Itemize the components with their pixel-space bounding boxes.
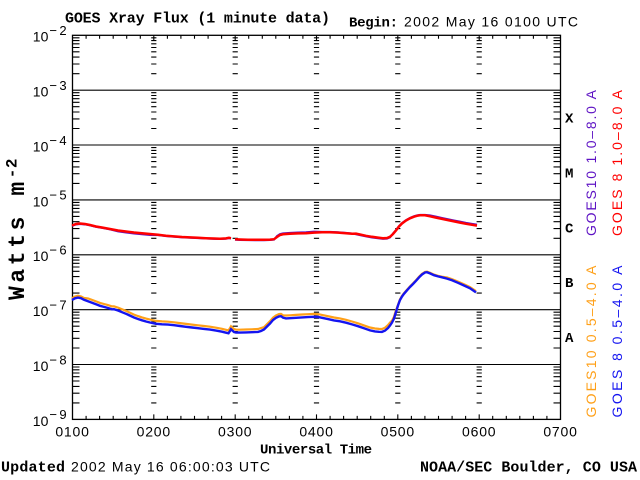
svg-text:C: C (565, 221, 574, 237)
svg-text:GOES10 0.5–4.0 A: GOES10 0.5–4.0 A (583, 265, 599, 418)
svg-text:0600: 0600 (462, 424, 496, 440)
svg-text:Universal Time: Universal Time (260, 443, 372, 459)
svg-text:0200: 0200 (137, 424, 171, 440)
svg-text:GOES 8 1.0–8.0 A: GOES 8 1.0–8.0 A (609, 89, 625, 236)
svg-text:Watts m-2: Watts m-2 (4, 158, 32, 300)
svg-text:GOES Xray Flux (1 minute data): GOES Xray Flux (1 minute data) (65, 11, 330, 28)
svg-text:NOAA/SEC Boulder, CO USA: NOAA/SEC Boulder, CO USA (420, 460, 637, 477)
svg-text:Begin:: Begin: (349, 16, 398, 32)
svg-text:0100: 0100 (55, 424, 89, 440)
svg-text:2002 May 16 06:00:03 UTC: 2002 May 16 06:00:03 UTC (71, 459, 270, 475)
svg-text:0400: 0400 (299, 424, 333, 440)
svg-text:GOES 8 0.5–4.0 A: GOES 8 0.5–4.0 A (609, 265, 625, 418)
svg-text:2002 May 16 0100 UTC: 2002 May 16 0100 UTC (404, 14, 578, 30)
svg-text:B: B (565, 276, 574, 292)
svg-text:0300: 0300 (218, 424, 252, 440)
svg-text:GOES10 1.0–8.0 A: GOES10 1.0–8.0 A (583, 89, 599, 236)
svg-text:X: X (565, 112, 574, 128)
svg-text:M: M (565, 167, 573, 183)
svg-text:0700: 0700 (543, 424, 577, 440)
svg-text:0500: 0500 (381, 424, 415, 440)
svg-text:Updated: Updated (1, 460, 65, 477)
svg-text:A: A (565, 331, 574, 347)
